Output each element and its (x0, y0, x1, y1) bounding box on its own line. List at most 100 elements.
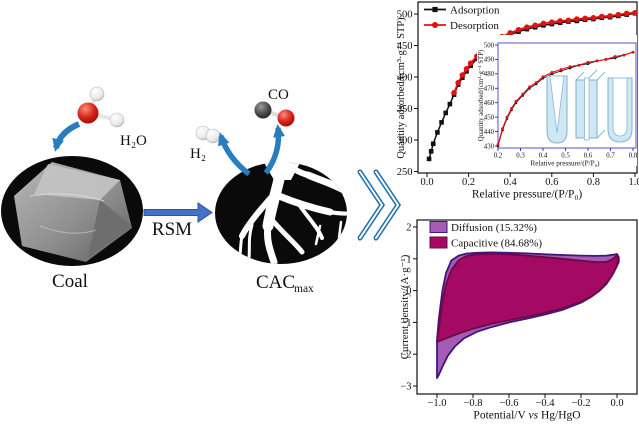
data-marker (432, 22, 438, 28)
data-marker (496, 144, 500, 148)
y-tick-label: −2 (400, 350, 411, 361)
data-marker (514, 99, 518, 103)
inset-x-tick-label: 0.8 (629, 153, 638, 160)
inset-x-tick-label: 0.2 (494, 153, 503, 160)
coal-label: Coal (52, 271, 88, 292)
isotherm-plot: 0.0 0.2 0.4 0.6 0.8 1.0 250 300 350 400 450 500 Rela… (396, 1, 639, 201)
data-marker (496, 143, 500, 146)
carbon-atom (254, 101, 272, 119)
inset-y-axis-title: Quantity adsorbed/(cm³·g⁻¹ STP) (478, 50, 485, 141)
y-axis-title: Current density/(A·g⁻¹) (399, 254, 411, 359)
inset-frame (497, 42, 637, 149)
x-tick-label: 0.6 (545, 177, 558, 188)
data-marker (550, 71, 554, 74)
co-molecule (254, 101, 295, 127)
data-marker (607, 13, 613, 19)
data-marker (541, 75, 545, 79)
data-marker (428, 149, 434, 154)
data-marker (598, 13, 605, 20)
data-marker (467, 60, 474, 66)
data-marker (573, 16, 580, 22)
adsorption-isotherm-chart: 0.0 0.2 0.4 0.6 0.8 1.0 250 300 350 400 450 500 Rela… (396, 1, 639, 201)
y-tick-label: 300 (397, 136, 413, 147)
data-marker (524, 24, 530, 31)
data-marker (604, 58, 608, 61)
data-marker (590, 14, 597, 21)
h2-label: H₂ (190, 146, 206, 162)
x-tick-label: −0.8 (463, 398, 482, 409)
data-marker (631, 50, 635, 54)
data-marker (568, 65, 572, 69)
data-marker (557, 18, 563, 24)
y-tick-label: −1 (400, 318, 411, 329)
x-tick-label: 0.0 (610, 398, 623, 409)
inset-x-tick-label: 0.6 (584, 153, 593, 160)
y-tick-label: 1 (406, 254, 411, 265)
inset-y-tick-label: 440 (484, 129, 495, 136)
x-tick-label: 0.8 (587, 177, 600, 188)
legend-label: Adsorption (450, 4, 500, 16)
data-marker (595, 59, 599, 63)
pore-network-graphic (237, 162, 347, 264)
data-marker (515, 26, 522, 33)
data-marker (540, 20, 547, 27)
data-marker (550, 72, 554, 76)
data-marker (613, 56, 617, 60)
y-tick-label: 500 (397, 10, 413, 21)
inset-y-tick-label: 470 (484, 86, 495, 93)
y-tick-label: 400 (397, 73, 413, 84)
data-marker (521, 94, 524, 97)
cv-area-capacitive (436, 252, 619, 344)
data-marker (568, 66, 572, 70)
y-tick-label: −3 (400, 382, 411, 393)
data-marker (447, 101, 453, 107)
data-marker (586, 60, 590, 64)
hydrogen-atom (205, 128, 221, 144)
x-axis-title: Relative pressure/(P/P₀) (472, 189, 583, 201)
x-tick-label: −0.4 (535, 398, 555, 409)
rsm-label: RSM (152, 219, 192, 240)
x-axis-title: Potential/V vs Hg/HgO (473, 410, 580, 422)
y-axis-title: Quantity adsorbed/(cm³·g⁻¹ STP) (396, 17, 407, 159)
h2o-label: H₂O (120, 133, 147, 149)
data-marker (559, 68, 563, 71)
legend-label: Diffusion (15.32%) (451, 222, 537, 234)
data-marker (439, 120, 444, 125)
data-marker (505, 115, 509, 119)
data-marker (521, 92, 525, 96)
double-chevron-icon (357, 169, 402, 241)
data-marker (577, 63, 581, 67)
data-marker (463, 66, 470, 72)
cac-graphic (215, 162, 347, 264)
data-marker (534, 81, 538, 84)
data-marker (632, 9, 638, 16)
h2o-molecule (77, 86, 125, 128)
coal-sem-graphic (1, 156, 143, 266)
data-marker (613, 55, 617, 58)
coal-particle (14, 162, 132, 262)
data-marker (459, 72, 466, 78)
data-marker (615, 11, 622, 18)
inset-x-tick-label: 0.3 (516, 153, 525, 160)
inset-y-tick-label: 500 (484, 42, 495, 49)
rsm-arrow (143, 202, 213, 223)
data-marker (514, 101, 518, 104)
data-marker (528, 87, 531, 90)
y-tick-label: 2 (406, 223, 411, 234)
pore-shape-slit (575, 69, 606, 141)
h2-molecule (195, 125, 221, 144)
x-tick-label: 0.0 (420, 177, 433, 188)
data-marker (455, 79, 461, 86)
data-marker (435, 130, 440, 135)
data-marker (432, 6, 438, 13)
cac-label: CAC (256, 272, 295, 293)
legend-label: Capacitive (84.68%) (451, 238, 542, 250)
data-marker (586, 62, 590, 65)
data-marker (528, 85, 531, 89)
oxygen-atom (277, 109, 295, 127)
inset-y-tick-label: 450 (484, 114, 495, 121)
data-marker (451, 89, 457, 96)
data-marker (501, 127, 504, 131)
oxygen-atom (77, 102, 99, 124)
inset-y-tick-label: 490 (484, 57, 495, 64)
